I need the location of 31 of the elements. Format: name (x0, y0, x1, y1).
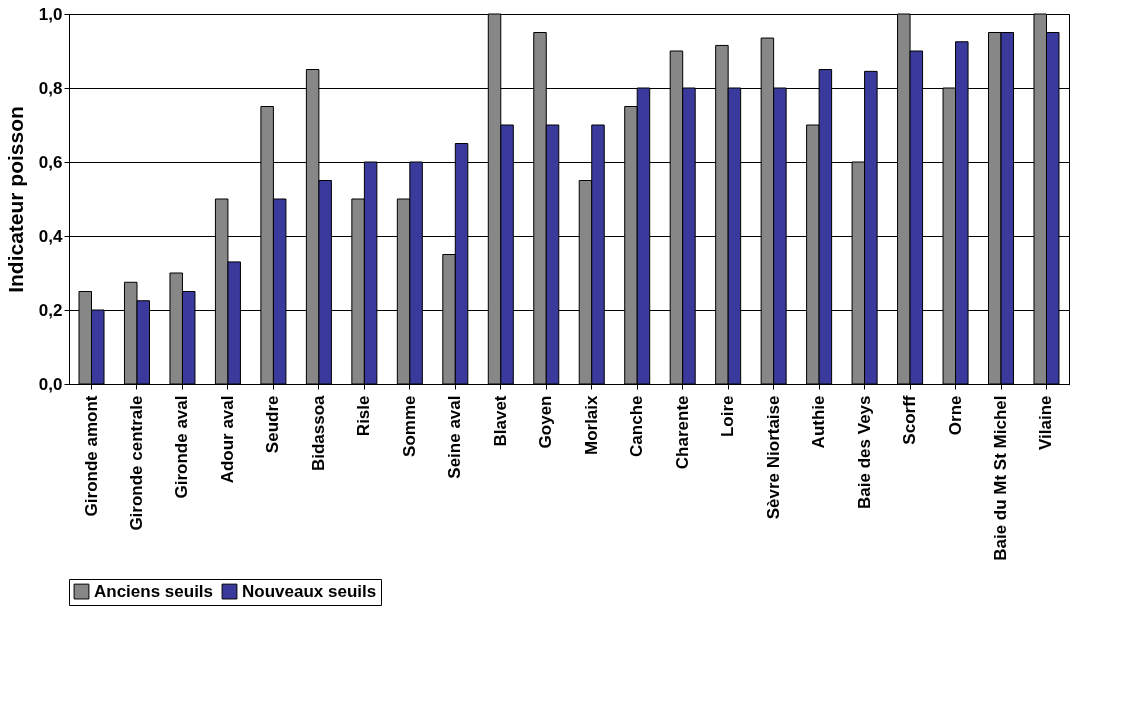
x-tick-label: Morlaix (581, 394, 601, 456)
x-tick-label: Risle (354, 395, 374, 437)
x-tick-label: Gironde amont (81, 395, 101, 517)
x-tick-label: Bidassoa (308, 394, 328, 472)
x-tick-label: Authie (809, 395, 829, 449)
x-tick-label: Somme (399, 395, 419, 457)
x-tick-label: Scorff (900, 395, 920, 445)
y-tick-label: 0,6 (38, 152, 63, 172)
x-tick-label: Gironde centrale (126, 395, 146, 531)
x-tick-label: Charente (672, 395, 692, 470)
y-tick-label: 0,0 (38, 374, 63, 394)
x-tick-label: Seine aval (445, 395, 465, 479)
x-tick-label: Vilaine (1036, 395, 1056, 450)
y-tick-label: 0,4 (38, 226, 64, 246)
x-tick-label: Orne (945, 395, 965, 436)
x-tick-label: Sèvre Niortaise (763, 395, 783, 520)
x-tick-label: Loire (718, 395, 738, 438)
x-tick-label: Adour aval (217, 395, 237, 484)
y-tick-label: 0,2 (38, 300, 63, 320)
x-tick-label: Blavet (490, 395, 510, 447)
x-tick-label: Goyen (536, 395, 556, 449)
legend-label: Nouveaux seuils (242, 581, 377, 601)
x-tick-label: Baie du Mt St Michel (991, 395, 1011, 561)
legend-label: Anciens seuils (94, 581, 214, 601)
y-tick-label: 0,8 (38, 78, 63, 98)
y-axis-title: Indicateur poisson (3, 106, 27, 293)
y-tick-label: 1,0 (38, 4, 63, 24)
x-tick-label: Canche (627, 395, 647, 457)
x-tick-label: Gironde aval (172, 395, 192, 499)
x-tick-label: Seudre (263, 395, 283, 454)
x-tick-label: Baie des Veys (854, 395, 874, 509)
